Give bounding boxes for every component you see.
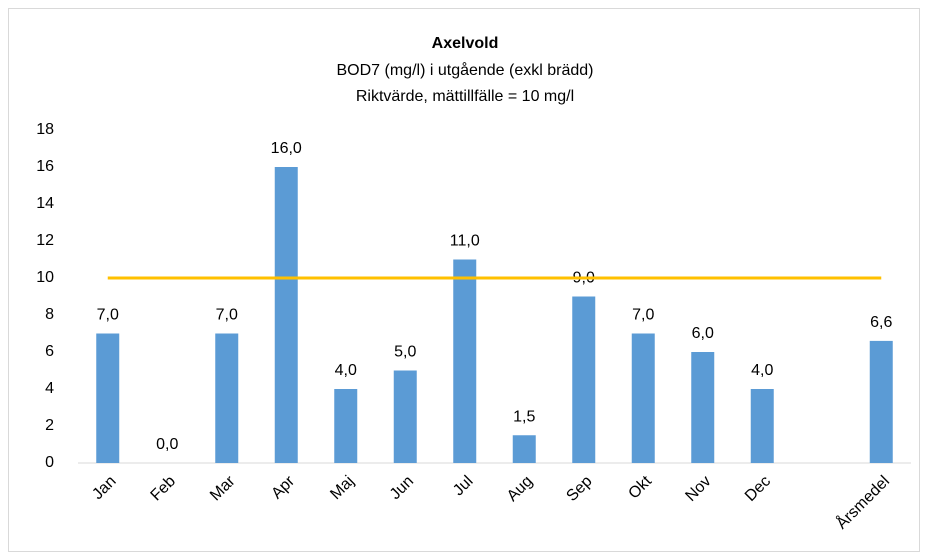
y-tick-label: 14 (36, 195, 54, 212)
data-label: 7,0 (632, 307, 654, 324)
y-tick-label: 10 (36, 269, 54, 286)
bar (512, 435, 536, 463)
data-label: 6,6 (870, 314, 892, 331)
y-tick-label: 4 (45, 380, 54, 397)
data-label: 7,0 (97, 307, 119, 324)
bar (631, 333, 655, 463)
bar (215, 333, 239, 463)
y-tick-label: 16 (36, 158, 54, 175)
bar (96, 333, 120, 463)
data-label: 4,0 (335, 362, 357, 379)
bar (572, 296, 596, 463)
data-label: 5,0 (394, 344, 416, 361)
data-label: 0,0 (156, 436, 178, 453)
data-label: 4,0 (751, 362, 773, 379)
bar (274, 167, 298, 463)
y-tick-label: 6 (45, 343, 54, 360)
data-label: 16,0 (271, 140, 302, 157)
bar (750, 389, 774, 463)
data-label: 11,0 (450, 233, 480, 250)
bar (393, 370, 417, 463)
data-label: 1,5 (513, 408, 535, 425)
data-label: 6,0 (692, 325, 714, 342)
chart-title: Axelvold (432, 35, 499, 52)
y-tick-label: 12 (36, 232, 54, 249)
bar (869, 340, 893, 463)
y-tick-label: 0 (45, 454, 54, 471)
bar (691, 352, 715, 463)
bar (334, 389, 358, 463)
chart-subtitle: Riktvärde, mättillfälle = 10 mg/l (356, 88, 574, 105)
y-tick-label: 2 (45, 417, 54, 434)
data-label: 7,0 (216, 307, 238, 324)
bar (453, 259, 477, 463)
chart-subtitle: BOD7 (mg/l) i utgående (exkl brädd) (337, 61, 594, 79)
y-tick-label: 18 (36, 121, 54, 138)
y-tick-label: 8 (45, 306, 54, 323)
